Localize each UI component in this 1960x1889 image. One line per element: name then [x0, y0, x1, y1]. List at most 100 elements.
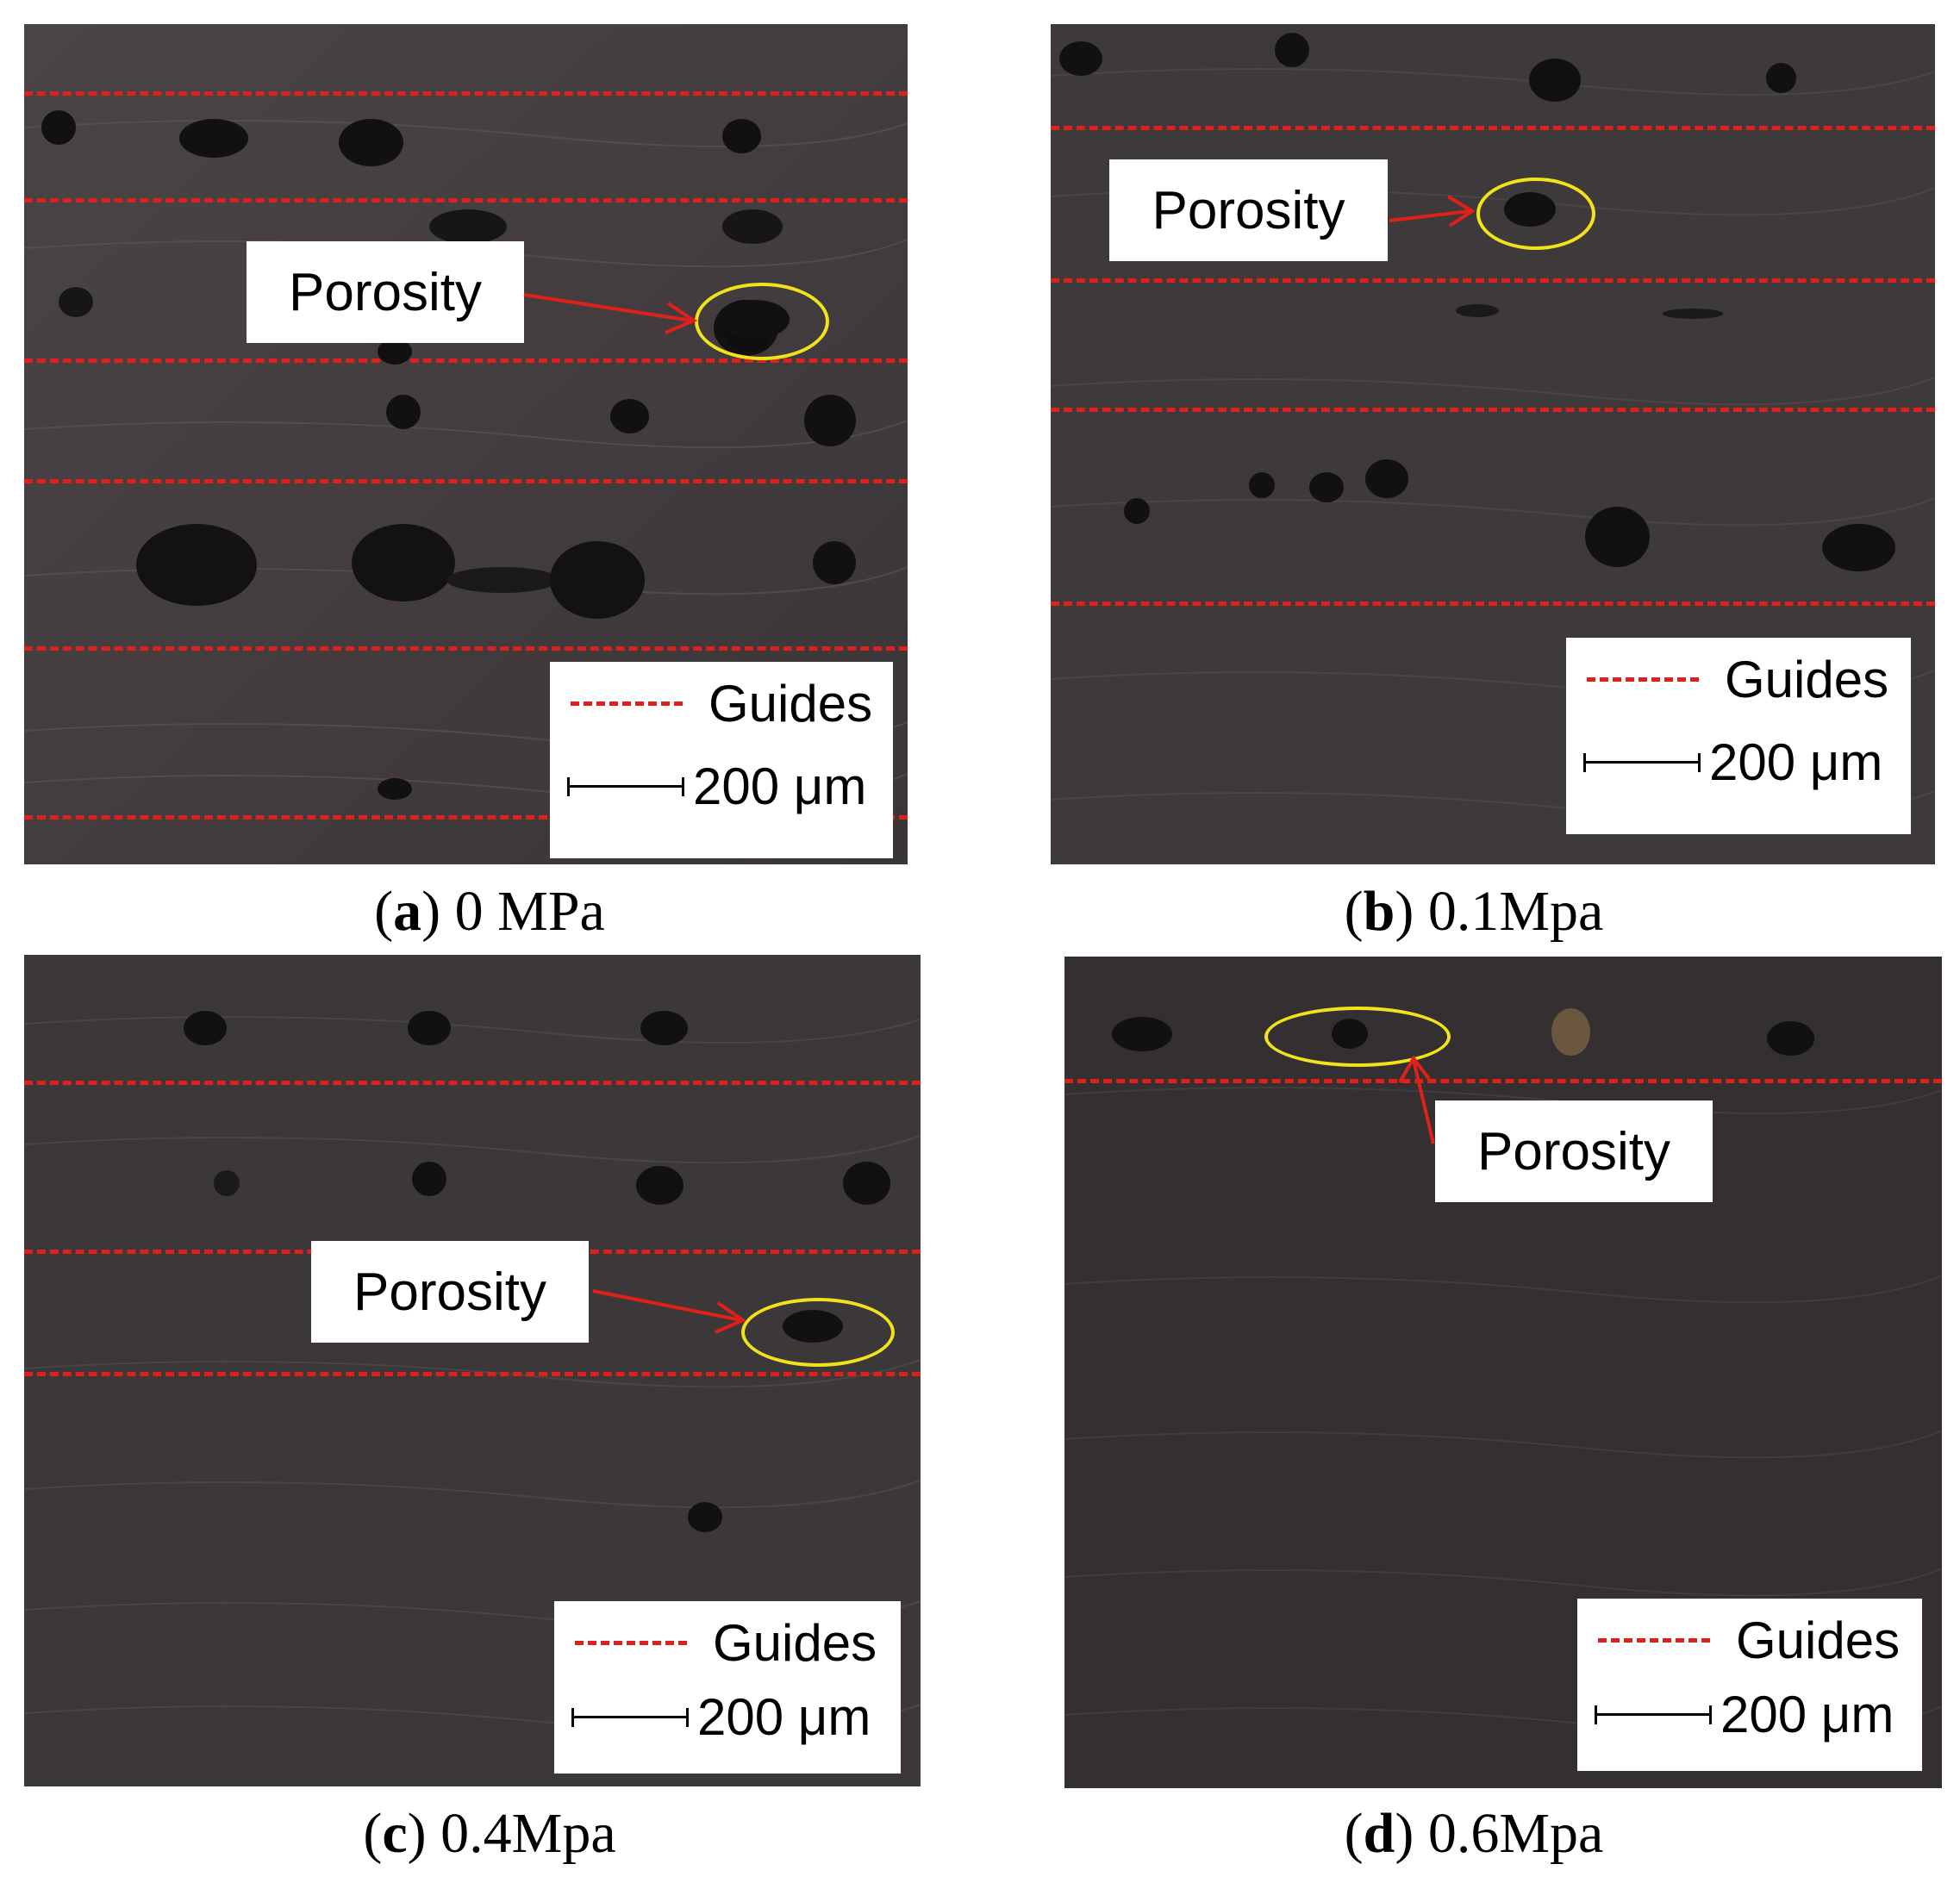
scale-bar: [1595, 1705, 1712, 1724]
pore: [1112, 1017, 1172, 1051]
porosity-highlight-ellipse: [1264, 1007, 1451, 1067]
pore: [1767, 1021, 1814, 1056]
pore: [1585, 507, 1650, 567]
pore: [214, 1170, 240, 1196]
micrograph-panel-b: Porosity Guides 200 μm: [1051, 24, 1935, 864]
guide-line: [24, 358, 908, 363]
porosity-label: Porosity: [1435, 1100, 1713, 1202]
pore: [339, 119, 403, 166]
caption-b: (b) 0.1Mpa: [1344, 880, 1604, 943]
guide-legend-swatch: [1587, 677, 1699, 682]
highlighted-pore: [1504, 192, 1556, 227]
pore: [408, 1011, 451, 1045]
pore: [550, 541, 645, 619]
porosity-label: Porosity: [311, 1241, 589, 1343]
caption-d-text: 0.6Mpa: [1414, 1802, 1604, 1865]
legend-box: Guides 200 μm: [1566, 638, 1911, 834]
legend-box: Guides 200 μm: [554, 1601, 901, 1774]
micrograph-panel-d: Porosity Guides 200 μm: [1064, 957, 1942, 1788]
scale-bar: [571, 1707, 689, 1727]
pore: [184, 1011, 227, 1045]
pore: [1663, 309, 1723, 319]
guide-line: [24, 479, 908, 483]
guide-legend-swatch: [1598, 1638, 1710, 1643]
caption-c-text: 0.4Mpa: [426, 1802, 616, 1865]
pore: [378, 339, 412, 365]
guide-line: [1051, 126, 1935, 130]
pore: [1275, 33, 1309, 67]
legend-box: Guides 200 μm: [1577, 1599, 1922, 1771]
pore: [1309, 472, 1344, 502]
pore: [1529, 59, 1581, 102]
caption-b-letter: b: [1363, 880, 1395, 943]
pore: [1551, 1008, 1590, 1056]
legend-guides-label: Guides: [1736, 1612, 1901, 1669]
pore: [352, 524, 455, 602]
porosity-label: Porosity: [1109, 159, 1388, 261]
guide-line: [1051, 278, 1935, 283]
caption-b-text: 0.1Mpa: [1414, 880, 1604, 943]
pore: [378, 778, 412, 800]
pore: [1822, 524, 1895, 571]
scale-bar-label: 200 μm: [1720, 1686, 1894, 1743]
caption-a-letter: a: [393, 880, 422, 943]
guide-legend-swatch: [571, 701, 683, 706]
pore: [1249, 472, 1275, 498]
caption-d-letter: d: [1363, 1802, 1395, 1865]
pore: [688, 1502, 722, 1532]
micrograph-panel-c: Porosity Guides 200 μm: [24, 955, 921, 1786]
caption-a: (a) 0 MPa: [374, 880, 605, 943]
highlighted-pore: [1332, 1019, 1368, 1049]
guide-line: [1051, 408, 1935, 412]
caption-c: (c) 0.4Mpa: [363, 1802, 616, 1865]
pore: [41, 110, 76, 145]
pore: [843, 1162, 890, 1205]
pore: [1059, 41, 1102, 76]
pore: [136, 524, 257, 606]
caption-c-letter: c: [382, 1802, 408, 1865]
porosity-highlight-ellipse: [1476, 178, 1595, 250]
guide-line: [24, 646, 908, 651]
scale-bar-label: 200 μm: [693, 757, 867, 815]
legend-guides-label: Guides: [708, 675, 873, 733]
legend-guides-label: Guides: [713, 1614, 877, 1672]
guide-line: [24, 91, 908, 96]
pore: [1124, 498, 1150, 524]
pore: [640, 1011, 688, 1045]
scale-bar-label: 200 μm: [1709, 733, 1883, 791]
pore: [429, 209, 507, 244]
pore: [636, 1166, 684, 1205]
legend-box: Guides 200 μm: [550, 662, 893, 858]
porosity-label: Porosity: [247, 241, 524, 343]
micrograph-image-a: [24, 24, 908, 864]
micrograph-panel-a: Porosity Guides 200 μm: [24, 24, 908, 864]
pore: [412, 1162, 446, 1196]
pore: [610, 399, 649, 433]
guide-line: [24, 815, 908, 820]
pore: [722, 209, 783, 244]
pore: [59, 287, 93, 317]
caption-a-text: 0 MPa: [440, 880, 605, 943]
pore: [179, 119, 248, 158]
pore: [722, 119, 761, 153]
pore: [1365, 459, 1408, 498]
scale-bar-label: 200 μm: [697, 1688, 871, 1746]
highlighted-pore: [721, 300, 790, 339]
caption-d: (d) 0.6Mpa: [1344, 1802, 1604, 1865]
guide-line: [1051, 602, 1935, 606]
guide-line: [24, 1372, 921, 1376]
pore: [813, 541, 856, 584]
pore: [1456, 304, 1499, 317]
pore: [804, 395, 856, 446]
pore: [446, 567, 559, 593]
scale-bar: [1583, 752, 1701, 772]
guide-legend-swatch: [575, 1641, 687, 1645]
pore: [386, 395, 421, 429]
highlighted-pore: [783, 1310, 843, 1343]
legend-guides-label: Guides: [1725, 651, 1889, 708]
guide-line: [24, 198, 908, 203]
guide-line: [1064, 1079, 1942, 1083]
guide-line: [24, 1081, 921, 1085]
scale-bar: [567, 776, 684, 796]
pore: [1766, 63, 1796, 93]
